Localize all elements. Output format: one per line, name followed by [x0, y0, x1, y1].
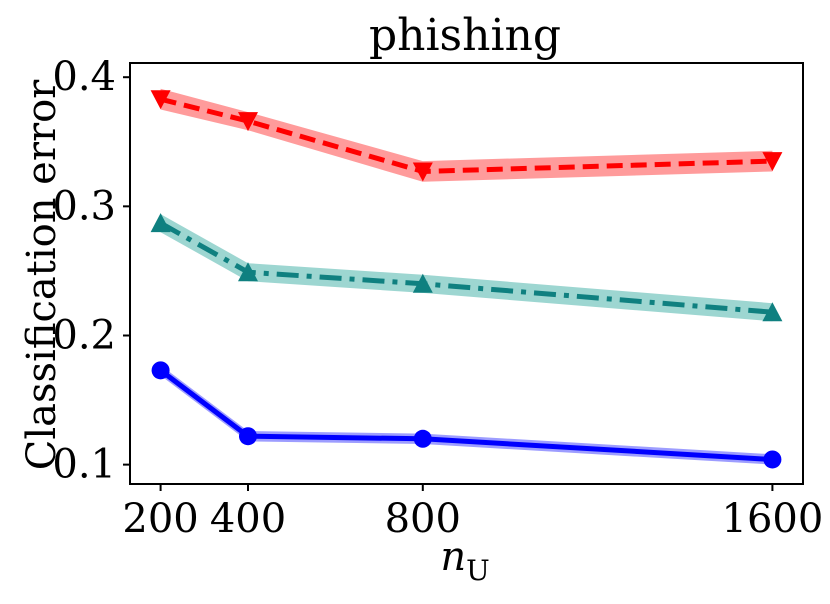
series-1-point [412, 273, 433, 293]
series-2-point [413, 429, 432, 448]
y-tick-label: 0.4 [52, 54, 116, 100]
series-0-line [159, 96, 773, 174]
series-0-point [762, 152, 783, 172]
series-lines [159, 96, 773, 462]
y-axis-ticks: 0.1 0.2 0.3 0.4 [52, 54, 130, 488]
series-1-point [762, 302, 783, 322]
series-2-point [763, 450, 782, 469]
x-axis-ticks: 200 400 800 1600 [122, 484, 823, 542]
x-tick-label: 800 [385, 496, 461, 542]
error-bands [160, 88, 773, 465]
series-2-error-band [160, 365, 773, 465]
series-0-point [412, 162, 433, 182]
series-0-point [150, 90, 171, 110]
chart-title: phishing [369, 10, 561, 61]
plot-frame [129, 62, 804, 485]
series-0-error-band [160, 88, 773, 182]
y-tick-label: 0.2 [52, 312, 116, 358]
x-tick-label: 1600 [722, 496, 824, 542]
x-tick-label: 400 [210, 496, 286, 542]
series-1-error-band [160, 214, 773, 322]
y-tick-label: 0.3 [52, 183, 116, 229]
series-markers [150, 90, 783, 469]
y-tick-label: 0.1 [52, 442, 116, 488]
series-0-point [238, 112, 258, 132]
series-2-point [238, 427, 257, 446]
x-axis-label-base: n [440, 534, 466, 580]
series-1-point [150, 213, 171, 233]
series-2-line [159, 368, 773, 462]
series-1-point [238, 262, 258, 282]
series-2-point [151, 361, 170, 380]
x-axis-label-subscript: U [466, 554, 490, 587]
series-1-line [159, 220, 773, 315]
x-axis-label: nU [440, 534, 489, 587]
x-tick-label: 200 [122, 496, 198, 542]
y-axis-label: Classification error [19, 79, 65, 470]
